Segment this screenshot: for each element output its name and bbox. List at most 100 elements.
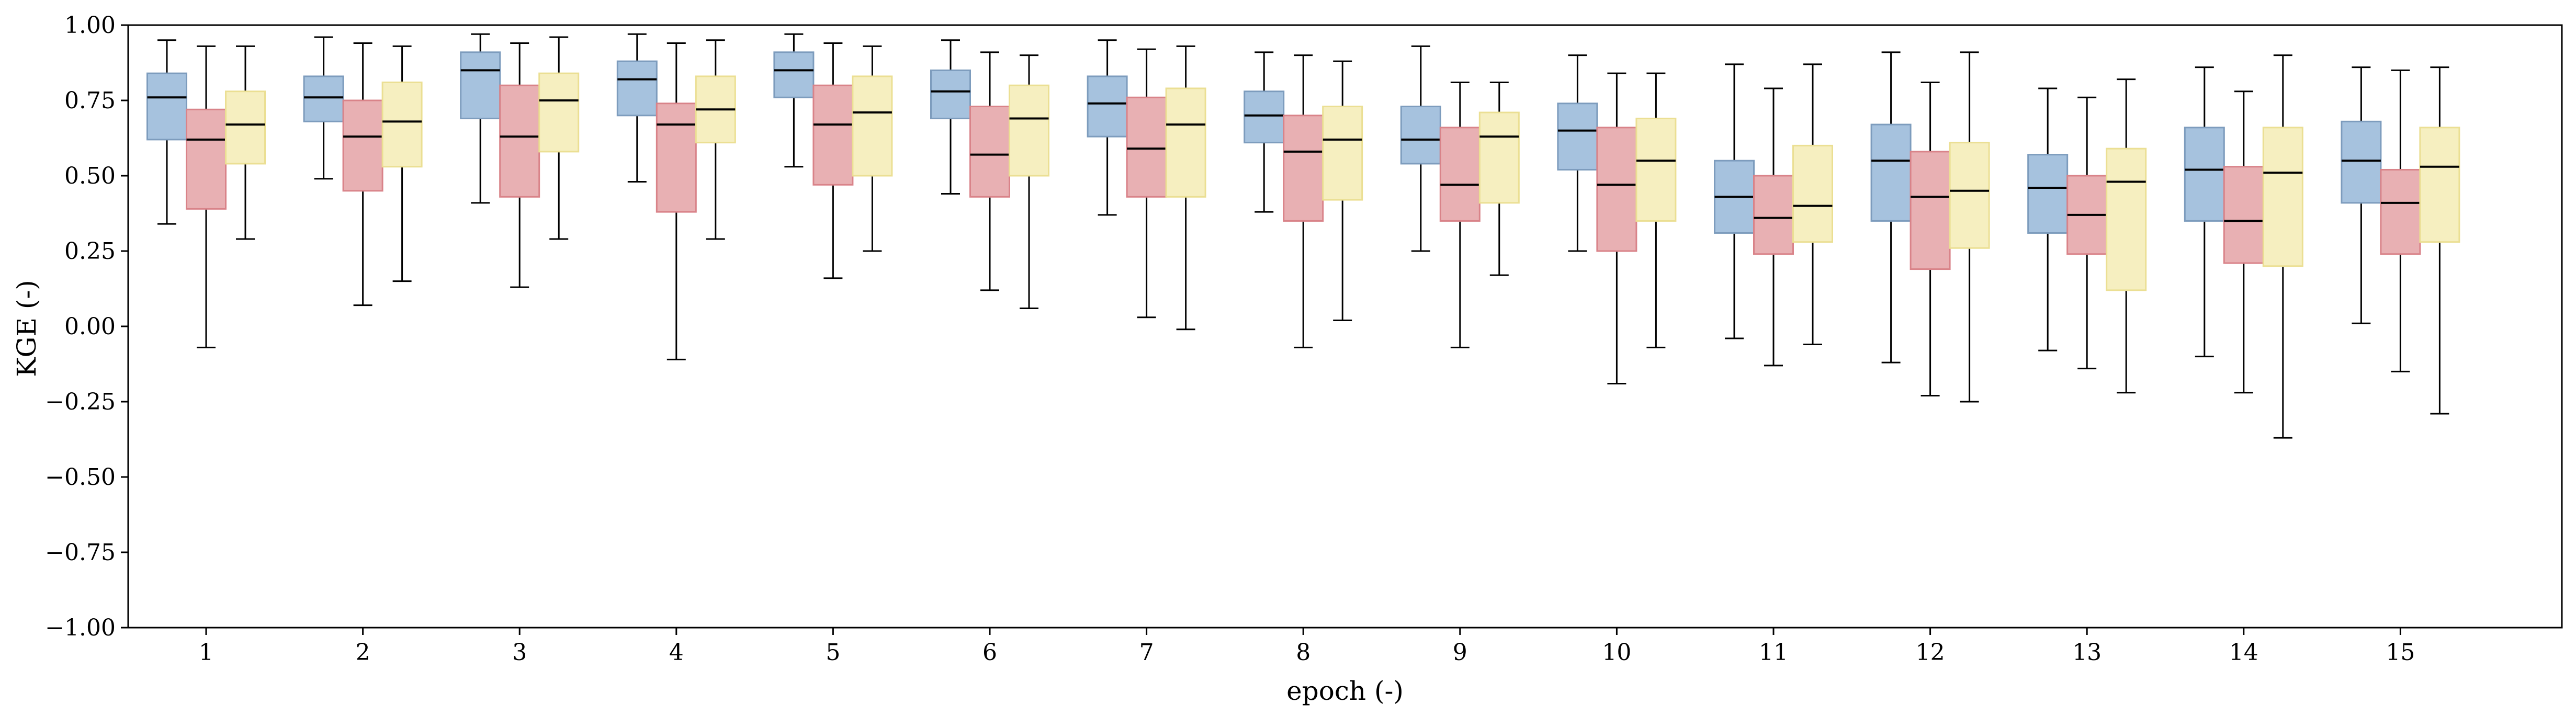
box: [342, 99, 383, 192]
y-tick-label: 0.25: [64, 238, 116, 265]
box-group: [656, 42, 697, 360]
box: [2184, 127, 2225, 222]
box-group: [460, 33, 501, 204]
box: [1557, 103, 1598, 171]
box: [225, 90, 266, 165]
x-tick-label: 15: [2386, 639, 2415, 666]
box-group: [616, 33, 658, 183]
box-group: [812, 42, 854, 279]
box: [1283, 115, 1324, 222]
box-group: [1400, 45, 1441, 252]
box: [1165, 87, 1206, 198]
x-tick-label: 9: [1453, 639, 1467, 666]
box: [930, 69, 971, 120]
box: [852, 75, 893, 177]
box-group: [1439, 81, 1481, 348]
box-group: [2341, 66, 2382, 324]
y-tick-label: 1.00: [64, 12, 116, 39]
x-axis-label: epoch (-): [1286, 676, 1404, 706]
box-group: [1949, 51, 1990, 403]
x-tick-label: 10: [1602, 639, 1631, 666]
box: [1244, 90, 1285, 144]
box-group: [538, 36, 580, 240]
box-group: [1557, 54, 1598, 252]
box: [656, 103, 697, 213]
y-tick-label: −0.75: [45, 539, 116, 566]
box-group: [1910, 81, 1951, 396]
x-tick-label: 8: [1296, 639, 1310, 666]
box-group: [1126, 48, 1167, 319]
x-tick-label: 7: [1139, 639, 1154, 666]
box: [1870, 123, 1912, 222]
box-group: [1283, 54, 1324, 348]
box-group: [852, 45, 893, 252]
box: [538, 72, 580, 153]
box-group: [1596, 72, 1637, 384]
axes-layer: −1.00 −0.75 −0.50 −0.25 0.00 0.25 0.50 0.75 1.00…: [45, 12, 2563, 666]
box: [1439, 127, 1481, 222]
y-tick-label: 0.00: [64, 313, 116, 340]
box-group: [499, 42, 540, 288]
x-tick-label: 4: [669, 639, 684, 666]
box-group: [1792, 63, 1833, 346]
box-group: [695, 39, 736, 240]
box-group: [225, 45, 266, 240]
box: [460, 51, 501, 120]
box: [1792, 144, 1833, 243]
x-tick-label: 3: [512, 639, 527, 666]
box-group: [1244, 51, 1285, 213]
box-group: [2262, 54, 2303, 439]
x-tick-label: 1: [199, 639, 213, 666]
box-group: [2419, 66, 2460, 415]
box-group: [773, 33, 815, 168]
box-group: [1322, 60, 1363, 321]
x-tick-label: 13: [2072, 639, 2102, 666]
box-group: [1870, 51, 1912, 364]
x-tick-label: 11: [1759, 639, 1788, 666]
box: [499, 84, 540, 198]
box-group: [2066, 96, 2108, 370]
marks-layer: [146, 33, 2460, 439]
box: [1478, 111, 1520, 204]
box: [616, 60, 658, 117]
box: [186, 108, 227, 210]
box-group: [2184, 66, 2225, 358]
y-axis-label: KGE (-): [12, 280, 42, 377]
box: [1753, 175, 1794, 255]
x-tick-label: 2: [356, 639, 370, 666]
box: [1596, 127, 1637, 252]
box-group: [2027, 87, 2069, 351]
box: [1009, 84, 1049, 177]
box: [2106, 147, 2147, 291]
y-tick-label: 0.75: [64, 87, 116, 114]
x-tick-label: 6: [982, 639, 997, 666]
box-group: [1714, 63, 1755, 339]
box: [773, 51, 815, 98]
box-group: [1087, 39, 1128, 216]
box: [381, 81, 423, 168]
box: [1949, 142, 1990, 249]
box: [2341, 120, 2382, 204]
box: [303, 75, 344, 122]
box: [1322, 106, 1363, 201]
box: [146, 72, 187, 141]
box-group: [969, 51, 1010, 291]
box-group: [930, 39, 971, 195]
y-tick-label: −1.00: [45, 615, 116, 641]
box: [2223, 166, 2264, 264]
box-group: [303, 36, 344, 180]
y-tick-label: −0.25: [45, 389, 116, 415]
box: [969, 106, 1010, 198]
box: [2380, 168, 2421, 255]
box: [1087, 75, 1128, 138]
box-group: [1009, 54, 1049, 309]
box-group: [146, 39, 187, 225]
box-group: [1165, 45, 1206, 331]
box: [1635, 118, 1677, 222]
box: [1400, 106, 1441, 165]
box-group: [1478, 81, 1520, 276]
box-group: [186, 45, 227, 348]
box: [812, 84, 854, 186]
